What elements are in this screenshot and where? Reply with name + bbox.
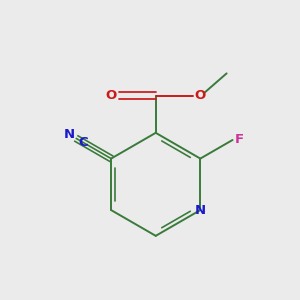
- Text: O: O: [194, 89, 206, 102]
- Text: N: N: [64, 128, 75, 141]
- Text: O: O: [106, 89, 117, 102]
- Text: F: F: [235, 134, 244, 146]
- Text: N: N: [195, 204, 206, 217]
- Text: C: C: [79, 136, 88, 149]
